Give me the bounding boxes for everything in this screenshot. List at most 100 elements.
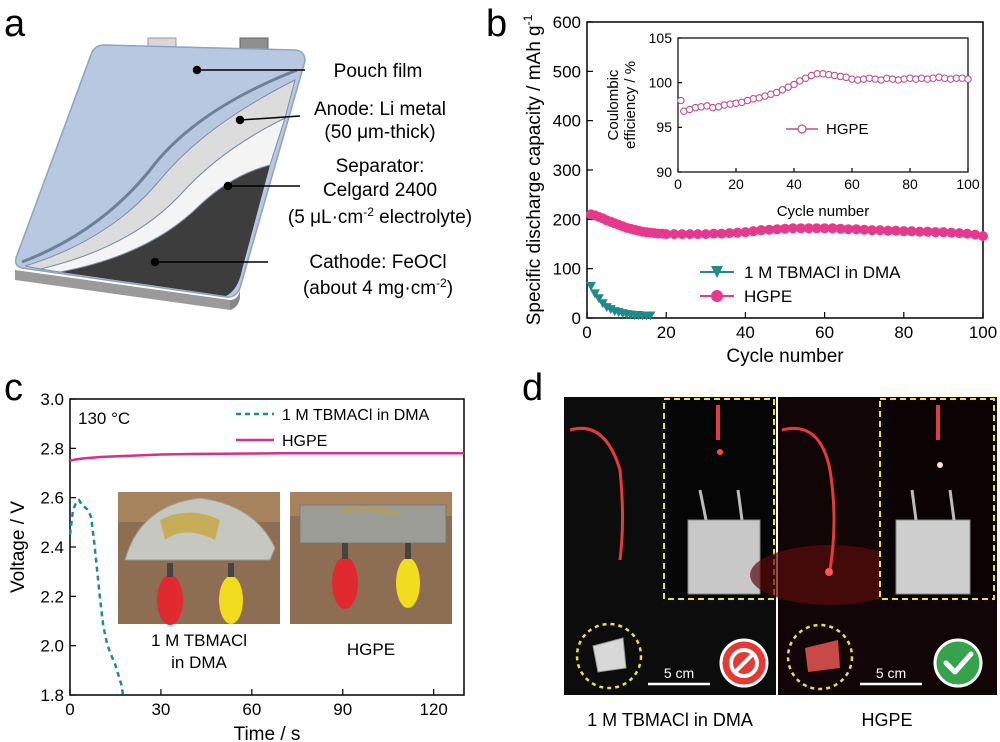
data-point-hgpe bbox=[859, 224, 870, 235]
data-point-tbmacl bbox=[589, 289, 600, 299]
inset-legend-marker bbox=[797, 124, 807, 134]
data-point-hgpe bbox=[882, 225, 893, 236]
plot-b-xlabel: Cycle number bbox=[726, 346, 844, 367]
data-point-hgpe bbox=[661, 229, 672, 240]
y-tick-label: 200 bbox=[553, 210, 581, 229]
panel-b: b 0 20 40 60 80 100 0 100 200 300 400 500 600 Cycle … bbox=[486, 3, 997, 367]
y-tick-label: 2.6 bbox=[40, 489, 64, 508]
label-pouch-film: Pouch film bbox=[334, 61, 423, 82]
leader-lines bbox=[150, 65, 305, 267]
caption-d-right: HGPE bbox=[861, 710, 912, 730]
working-cell-highlight bbox=[786, 623, 854, 691]
panel-a: a Pouch film An bbox=[4, 3, 472, 310]
data-point-hgpe bbox=[835, 223, 846, 234]
data-point-hgpe bbox=[787, 223, 798, 234]
data-point-hgpe bbox=[684, 229, 695, 240]
photo-left-caption-line1: 1 M TBMACl bbox=[151, 631, 247, 650]
label-separator-line3: (5 μL·cm-2 electrolyte) bbox=[288, 205, 472, 228]
y-tick-label: 105 bbox=[649, 30, 673, 46]
line-hgpe bbox=[69, 452, 464, 462]
inset-legend-label: HGPE bbox=[826, 121, 869, 138]
temperature-label: 130 °C bbox=[78, 409, 130, 428]
plot-c-axes: 0 30 60 90 120 1.8 2.0 2.2 2.4 2.6 2.8 3.0 bbox=[40, 390, 448, 719]
data-point-hgpe bbox=[867, 225, 878, 236]
y-tick-label: 95 bbox=[656, 119, 672, 135]
data-point-hgpe bbox=[708, 228, 719, 239]
data-point-hgpe bbox=[914, 226, 925, 237]
legend-circle-marker bbox=[711, 290, 723, 302]
x-tick-label: 60 bbox=[242, 700, 261, 719]
label-separator-line1: Separator: bbox=[336, 156, 425, 177]
data-point-hgpe bbox=[962, 228, 973, 239]
x-tick-label: 80 bbox=[894, 323, 913, 342]
data-point-hgpe bbox=[851, 224, 862, 235]
inset-ylabel-line1: Coulombic bbox=[605, 69, 622, 140]
data-point-hgpe bbox=[827, 223, 838, 234]
x-tick-label: 90 bbox=[333, 700, 352, 719]
label-cathode-line1: Cathode: FeOCl bbox=[309, 252, 446, 273]
data-point-hgpe bbox=[811, 223, 822, 234]
data-point-hgpe bbox=[978, 231, 988, 242]
data-point-hgpe bbox=[819, 223, 830, 234]
data-point-hgpe bbox=[716, 228, 727, 239]
inset-data-point bbox=[790, 80, 798, 89]
data-point-hgpe bbox=[772, 224, 783, 235]
y-tick-label: 500 bbox=[553, 62, 581, 81]
legend-c-series-1: 1 M TBMACl in DMA bbox=[282, 407, 430, 424]
legend-b-series-1: 1 M TBMACl in DMA bbox=[744, 263, 901, 282]
data-point-hgpe bbox=[748, 226, 759, 237]
data-point-hgpe bbox=[922, 226, 933, 237]
x-tick-label: 0 bbox=[65, 700, 74, 719]
x-tick-label: 60 bbox=[815, 323, 834, 342]
y-tick-label: 2.0 bbox=[40, 637, 64, 656]
caption-d-left: 1 M TBMACl in DMA bbox=[587, 710, 753, 730]
y-tick-label: 90 bbox=[656, 164, 672, 180]
data-point-hgpe bbox=[954, 228, 965, 239]
x-tick-label: 40 bbox=[786, 176, 802, 192]
data-point-hgpe bbox=[700, 229, 711, 240]
inset-xlabel: Cycle number bbox=[777, 203, 870, 220]
x-tick-label: 60 bbox=[844, 176, 860, 192]
data-point-hgpe bbox=[724, 228, 735, 239]
x-tick-label: 20 bbox=[728, 176, 744, 192]
data-point-hgpe bbox=[906, 226, 917, 237]
panel-c: c 0 30 60 90 120 1.8 2.0 2.2 2.4 2.6 2.8 3.0 Time /… bbox=[4, 367, 465, 742]
data-point-hgpe bbox=[890, 225, 901, 236]
plot-b-axes: 0 20 40 60 80 100 0 100 200 300 400 500 600 bbox=[553, 13, 998, 342]
data-point-hgpe bbox=[780, 223, 790, 234]
inset-marks bbox=[677, 69, 972, 116]
y-tick-label: 100 bbox=[649, 75, 673, 91]
data-point-tbmacl bbox=[593, 294, 604, 304]
data-point-hgpe bbox=[898, 226, 909, 237]
plot-c-ylabel: Voltage / V bbox=[8, 501, 29, 593]
y-tick-label: 300 bbox=[553, 161, 581, 180]
panel-b-letter: b bbox=[486, 3, 507, 45]
data-point-hgpe bbox=[740, 227, 751, 238]
y-tick-label: 2.2 bbox=[40, 587, 64, 606]
plot-c-marks bbox=[68, 452, 464, 696]
data-point-tbmacl bbox=[645, 311, 656, 321]
legend-c-series-2: HGPE bbox=[282, 433, 327, 450]
plot-c-legend: 1 M TBMACl in DMA HGPE bbox=[236, 407, 430, 450]
y-tick-label: 2.8 bbox=[40, 439, 64, 458]
label-anode-line2: (50 μm-thick) bbox=[324, 122, 435, 143]
data-point-hgpe bbox=[764, 224, 775, 235]
label-separator-line2: Celgard 2400 bbox=[323, 180, 437, 201]
x-tick-label: 100 bbox=[969, 323, 997, 342]
plot-c-xlabel: Time / s bbox=[234, 724, 301, 742]
inset-axes: 0 20 40 60 80 100 90 95 100 105 bbox=[649, 30, 980, 192]
x-tick-label: 0 bbox=[582, 323, 591, 342]
prohibited-icon bbox=[719, 638, 769, 688]
data-point-hgpe bbox=[756, 225, 767, 236]
photo-d-right: 5 cm bbox=[750, 397, 997, 695]
data-point-hgpe bbox=[803, 223, 814, 234]
legend-triangle-marker bbox=[711, 266, 723, 278]
x-tick-label: 0 bbox=[674, 176, 682, 192]
y-tick-label: 100 bbox=[553, 260, 581, 279]
y-tick-label: 400 bbox=[553, 112, 581, 131]
data-point-hgpe bbox=[970, 229, 981, 240]
y-tick-label: 600 bbox=[553, 13, 581, 32]
data-point-hgpe bbox=[938, 227, 949, 238]
component-labels: Pouch film Anode: Li metal (50 μm-thick)… bbox=[288, 61, 472, 299]
